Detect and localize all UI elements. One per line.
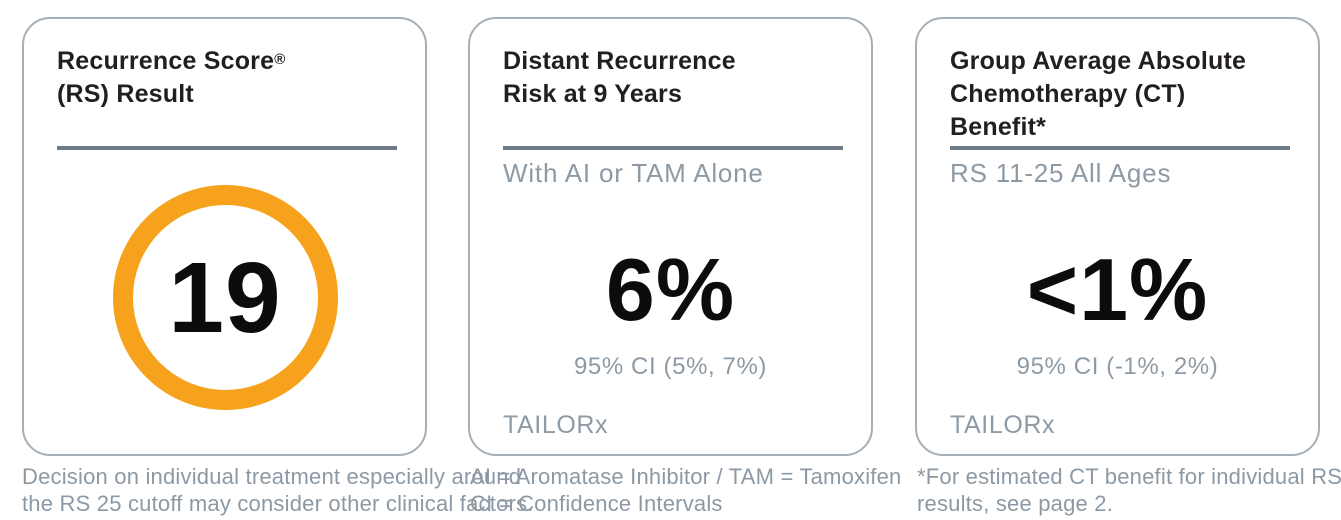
recurrence-score-card-title: Recurrence Score® (RS) Result [57, 45, 399, 111]
recurrence-score-card: Recurrence Score® (RS) Result 19 [22, 17, 427, 456]
title-line-1: Distant Recurrence [503, 47, 736, 75]
title-line-2: Risk at 9 Years [503, 80, 683, 108]
distant-recurrence-card-title: Distant Recurrence Risk at 9 Years [503, 45, 845, 111]
title-line-1: Group Average Absolute [950, 47, 1247, 75]
rs-range-label: RS 11-25 All Ages [950, 158, 1172, 188]
ct-benefit-footnote: *For estimated CT benefit for individual… [917, 463, 1341, 517]
title-line-2: Chemotherapy (CT) [950, 80, 1186, 108]
title-line-1: Recurrence Score [57, 47, 275, 75]
treatment-context-label: With AI or TAM Alone [503, 158, 764, 188]
recurrence-score-footnote: Decision on individual treatment especia… [22, 463, 534, 517]
distant-recurrence-risk-value: 6% [605, 240, 736, 339]
title-divider [503, 146, 843, 150]
footnote-line-2: the RS 25 cutoff may consider other clin… [22, 491, 534, 516]
abbreviations-footnote: AI = Aromatase Inhibitor / TAM = Tamoxif… [470, 463, 902, 517]
distant-recurrence-risk-card: Distant Recurrence Risk at 9 Years With … [468, 17, 873, 456]
title-divider [950, 146, 1290, 150]
footnote-line-1: Decision on individual treatment especia… [22, 464, 522, 489]
registered-trademark-symbol: ® [274, 51, 286, 68]
footnote-line-1: AI = Aromatase Inhibitor / TAM = Tamoxif… [470, 464, 902, 489]
study-source-label: TAILORx [950, 411, 1056, 439]
title-line-3: Benefit* [950, 113, 1047, 141]
ct-benefit-value: <1% [1026, 240, 1209, 339]
confidence-interval-text: 95% CI (-1%, 2%) [1016, 353, 1219, 380]
recurrence-score-value: 19 [168, 241, 282, 354]
ct-benefit-card-title: Group Average Absolute Chemotherapy (CT)… [950, 45, 1292, 144]
title-line-2: (RS) Result [57, 80, 194, 108]
footnote-line-2: CI = Confidence Intervals [470, 491, 723, 516]
ct-benefit-card: Group Average Absolute Chemotherapy (CT)… [915, 17, 1320, 456]
title-divider [57, 146, 397, 150]
confidence-interval-text: 95% CI (5%, 7%) [573, 353, 768, 380]
score-circle: 19 [112, 185, 338, 410]
footnote-line-1: *For estimated CT benefit for individual… [917, 464, 1341, 489]
study-source-label: TAILORx [503, 411, 609, 439]
footnote-line-2: results, see page 2. [917, 491, 1114, 516]
